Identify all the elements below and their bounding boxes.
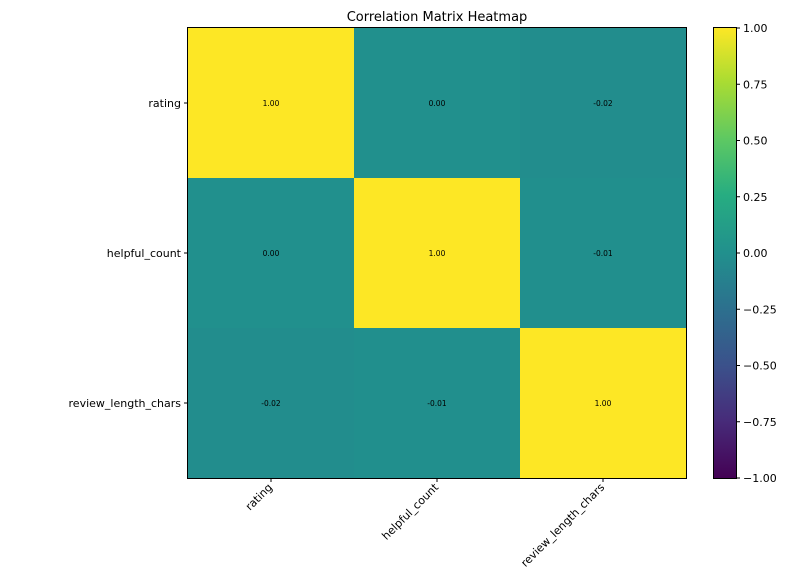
colorbar bbox=[713, 27, 737, 479]
heatmap-cell-review_length_chars-review_length_chars bbox=[520, 328, 687, 479]
heatmap-cell-rating-review_length_chars bbox=[520, 28, 687, 179]
colorbar-gradient bbox=[713, 27, 737, 479]
colorbar-tick-label: −1.00 bbox=[743, 472, 777, 485]
cell-value-label: -0.01 bbox=[593, 249, 613, 258]
heatmap-cell-rating-rating bbox=[188, 28, 355, 179]
colorbar-tick-label: 0.50 bbox=[743, 135, 768, 148]
x-axis: rating helpful_count review_length_chars bbox=[243, 478, 607, 570]
colorbar-tick-label: −0.25 bbox=[743, 303, 777, 316]
cell-value-label: -0.02 bbox=[261, 399, 281, 408]
colorbar-tick-label: 0.25 bbox=[743, 191, 768, 204]
colorbar-tick-label: 0.00 bbox=[743, 247, 768, 260]
heatmap-cell-labels: 1.00 0.00 -0.02 0.00 1.00 -0.01 -0.02 -0.01 1.00 bbox=[261, 99, 613, 408]
colorbar-ticks: 1.00 0.75 0.50 0.25 0.00 −0.25 −0.50 −0.75 −1.00 bbox=[736, 22, 777, 485]
y-tick-label: helpful_count bbox=[107, 247, 182, 260]
chart-title: Correlation Matrix Heatmap bbox=[347, 10, 528, 25]
y-axis: rating helpful_count review_length_chars bbox=[69, 97, 188, 410]
cell-value-label: 1.00 bbox=[263, 99, 280, 108]
colorbar-tick-label: −0.75 bbox=[743, 416, 777, 429]
heatmap-cells bbox=[188, 28, 687, 479]
x-tick-label: helpful_count bbox=[379, 480, 441, 542]
colorbar-tick-label: 0.75 bbox=[743, 78, 768, 91]
heatmap-cell-review_length_chars-rating bbox=[188, 328, 355, 479]
heatmap-cell-helpful_count-helpful_count bbox=[354, 178, 521, 329]
cell-value-label: 1.00 bbox=[595, 399, 612, 408]
heatmap-cell-helpful_count-review_length_chars bbox=[520, 178, 687, 329]
cell-value-label: 1.00 bbox=[429, 249, 446, 258]
cell-value-label: -0.01 bbox=[427, 399, 447, 408]
x-tick-label: rating bbox=[243, 481, 275, 513]
cell-value-label: 0.00 bbox=[429, 99, 446, 108]
heatmap-cell-review_length_chars-helpful_count bbox=[354, 328, 521, 479]
heatmap-cell-rating-helpful_count bbox=[354, 28, 521, 179]
colorbar-tick-label: −0.50 bbox=[743, 360, 777, 373]
y-tick-label: rating bbox=[148, 97, 181, 110]
colorbar-tick-label: 1.00 bbox=[743, 22, 768, 35]
y-tick-label: review_length_chars bbox=[69, 397, 182, 410]
heatmap-cell-helpful_count-rating bbox=[188, 178, 355, 329]
cell-value-label: 0.00 bbox=[263, 249, 280, 258]
cell-value-label: -0.02 bbox=[593, 99, 613, 108]
x-tick-label: review_length_chars bbox=[518, 481, 607, 570]
